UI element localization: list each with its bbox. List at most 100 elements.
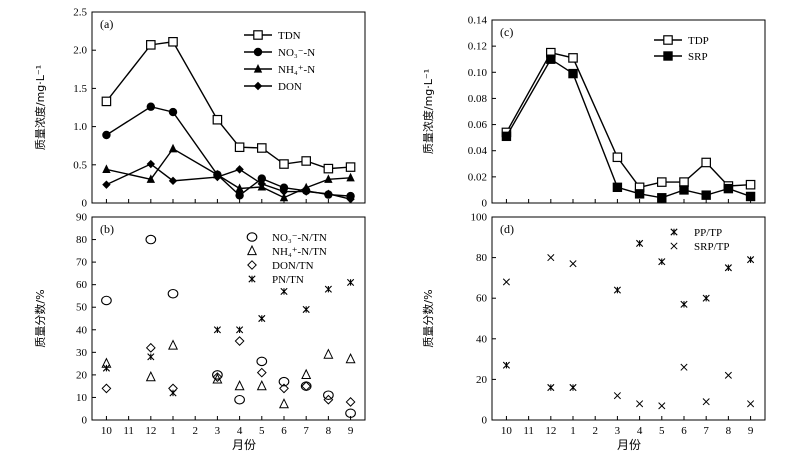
data-point-c-0 <box>701 157 711 168</box>
data-point-c-0 <box>679 177 689 187</box>
data-point-a-3 <box>235 165 244 174</box>
series-line-a-3 <box>106 163 351 200</box>
y-tick-label-d: 100 <box>471 212 488 224</box>
data-point-b-1 <box>301 368 312 379</box>
x-tick-label-d: 11 <box>523 425 534 437</box>
x-tick-label-b: 7 <box>303 425 309 437</box>
data-point-b-0 <box>256 356 268 367</box>
legend-label-c-1: SRP <box>688 51 708 63</box>
data-point-b-0 <box>212 370 223 380</box>
data-point-a-2 <box>102 164 111 173</box>
x-axis-label-right: 月份 <box>617 438 641 452</box>
data-point-d-1 <box>702 398 710 406</box>
plot-frame-d <box>491 216 766 421</box>
series-line-a-0 <box>105 41 351 170</box>
data-point-c-1 <box>501 131 512 142</box>
data-point-a-0 <box>301 156 311 166</box>
data-point-b-0 <box>167 288 179 299</box>
data-point-a-3 <box>301 187 311 196</box>
data-point-b-0 <box>101 295 112 306</box>
x-tick-label-d: 10 <box>501 425 513 437</box>
x-tick-label-b: 3 <box>215 425 221 437</box>
data-point-c-1 <box>745 191 756 202</box>
legend-label-b-2: DON/TN <box>272 260 314 272</box>
data-point-b-2 <box>145 342 156 353</box>
data-point-b-3 <box>213 326 221 334</box>
data-point-a-2 <box>235 183 244 193</box>
data-point-b-0 <box>234 394 245 405</box>
legend-label-a-1: NO₃⁻-N <box>278 47 315 59</box>
data-point-d-0 <box>636 239 644 247</box>
x-tick-label-d: 9 <box>748 425 754 437</box>
legend-marker-b <box>246 244 258 256</box>
y-tick-label-b: 60 <box>76 279 88 291</box>
series-line-c-0 <box>505 51 751 189</box>
data-point-b-0 <box>278 376 290 387</box>
data-point-c-1 <box>723 183 734 194</box>
data-point-a-2 <box>301 182 311 192</box>
data-point-b-2 <box>234 336 245 346</box>
y-tick-label-b: 50 <box>76 302 88 314</box>
data-point-a-0 <box>279 159 289 169</box>
y-tick-label-d: 20 <box>476 374 488 386</box>
data-point-b-1 <box>145 371 156 382</box>
series-c-0 <box>501 47 756 193</box>
y-tick-label-b: 0 <box>82 415 88 427</box>
data-point-a-0 <box>256 143 267 153</box>
legend-marker-b <box>247 260 257 270</box>
x-tick-label-d: 4 <box>637 425 643 437</box>
legend-label-b-3: PN/TN <box>272 274 304 286</box>
data-point-c-1 <box>568 68 578 79</box>
x-tick-label-d: 6 <box>681 425 687 437</box>
y-tick-label-b: 40 <box>76 324 88 336</box>
data-point-d-0 <box>547 383 555 392</box>
plot-frame-a <box>91 11 366 204</box>
data-point-d-1 <box>569 260 577 268</box>
x-tick-label-b: 11 <box>123 425 134 437</box>
series-a-1 <box>102 102 355 201</box>
data-point-b-3 <box>280 287 288 296</box>
legend-marker-b <box>246 232 258 242</box>
data-point-a-1 <box>102 130 111 140</box>
x-tick-label-b: 10 <box>101 425 113 437</box>
data-point-a-3 <box>257 179 266 189</box>
y-tick-label-a: 1.0 <box>73 121 87 133</box>
x-tick-label-d: 7 <box>703 425 709 437</box>
data-point-b-0 <box>145 234 157 245</box>
x-tick-label-d: 12 <box>545 425 556 437</box>
y-tick-label-d: 60 <box>476 293 488 305</box>
y-tick-label-b: 30 <box>76 347 88 359</box>
y-axis-label-b: 质量分数/% <box>34 289 47 347</box>
x-tick-label-b: 5 <box>259 425 265 437</box>
data-point-a-0 <box>101 96 112 107</box>
data-point-c-1 <box>657 193 667 203</box>
panel-c: 0 0.02 0.04 0.06 0.08 0.10 0.12 0.14 (c) 质量浓度/mg·… <box>421 15 766 210</box>
data-point-a-2 <box>146 174 156 183</box>
legend-label-b-0: NO₃⁻-N/TN <box>272 232 327 244</box>
y-tick-label-b: 70 <box>76 257 88 269</box>
series-a-2 <box>102 143 355 202</box>
data-point-a-3 <box>346 194 355 204</box>
data-point-b-2 <box>301 381 312 392</box>
legend-a: TDN NO₃⁻-N NH₄⁺-N DON <box>244 30 315 93</box>
x-tick-label-d: 1 <box>570 425 576 437</box>
data-point-d-1 <box>747 400 755 408</box>
data-point-b-3 <box>102 364 111 372</box>
data-point-a-2 <box>324 174 333 183</box>
series-line-c-1 <box>505 58 751 199</box>
data-point-c-1 <box>701 190 711 200</box>
y-tick-label-a: 2.5 <box>73 7 87 19</box>
data-point-b-3 <box>236 326 244 334</box>
data-point-d-1 <box>636 400 644 408</box>
data-point-c-1 <box>612 182 623 193</box>
data-point-c-0 <box>745 179 756 190</box>
legend-d: PP/TP SRP/TP <box>670 227 729 253</box>
panel-label-a: (a) <box>100 17 113 31</box>
data-point-a-3 <box>213 172 222 182</box>
data-point-c-0 <box>568 53 578 63</box>
data-point-b-2 <box>101 383 112 394</box>
x-tick-label-d: 3 <box>615 425 621 437</box>
x-tick-label-d: 8 <box>726 425 732 437</box>
